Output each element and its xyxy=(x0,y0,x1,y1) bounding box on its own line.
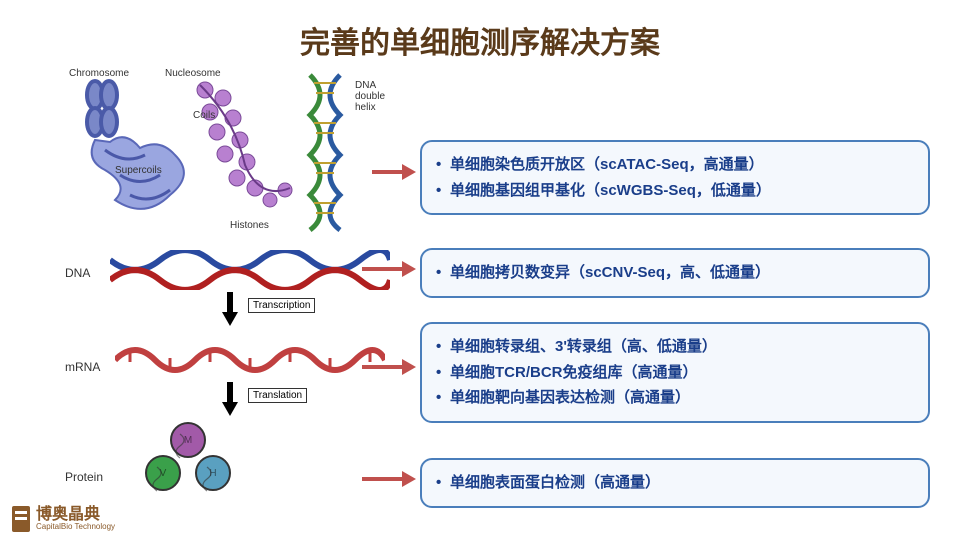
logo-cn: 博奥晶典 xyxy=(36,507,115,523)
info-item: 单细胞表面蛋白检测（高通量） xyxy=(432,470,914,496)
info-item: 单细胞基因组甲基化（scWGBS-Seq，低通量） xyxy=(432,178,914,204)
translation-arrow-stem xyxy=(227,382,233,402)
transcription-box: Transcription xyxy=(248,298,315,313)
label-chromosome: Chromosome xyxy=(69,68,129,79)
info-box-3: 单细胞表面蛋白检测（高通量） xyxy=(420,458,930,508)
label-nucleosome: Nucleosome xyxy=(165,68,221,79)
biology-diagram: Chromosome Nucleosome Supercoils Coils H… xyxy=(30,70,390,520)
logo-text: 博奥晶典 CapitalBio Technology xyxy=(36,507,115,531)
protein-swirls xyxy=(145,422,235,494)
mrna-strand xyxy=(115,340,385,380)
info-box-1: 单细胞拷贝数变异（scCNV-Seq，高、低通量） xyxy=(420,248,930,298)
chromatin-figure: Chromosome Nucleosome Supercoils Coils H… xyxy=(75,70,405,240)
info-item: 单细胞TCR/BCR免疫组库（高通量） xyxy=(432,360,914,386)
label-coils: Coils xyxy=(193,110,215,121)
translation-arrow-head xyxy=(222,402,238,416)
info-box-0: 单细胞染色质开放区（scATAC-Seq，高通量）单细胞基因组甲基化（scWGB… xyxy=(420,140,930,215)
connector-arrow-0 xyxy=(372,170,404,174)
logo-en: CapitalBio Technology xyxy=(36,523,115,531)
info-item: 单细胞靶向基因表达检测（高通量） xyxy=(432,385,914,411)
dna-helix xyxy=(110,250,390,290)
label-protein: Protein xyxy=(65,470,103,484)
logo-mark-icon xyxy=(12,506,30,532)
info-box-2: 单细胞转录组、3'转录组（高、低通量）单细胞TCR/BCR免疫组库（高通量）单细… xyxy=(420,322,930,423)
label-mrna: mRNA xyxy=(65,360,100,374)
content-area: Chromosome Nucleosome Supercoils Coils H… xyxy=(0,70,960,540)
transcription-arrow-head xyxy=(222,312,238,326)
info-item: 单细胞染色质开放区（scATAC-Seq，高通量） xyxy=(432,152,914,178)
label-dna: DNA xyxy=(65,266,90,280)
logo: 博奥晶典 CapitalBio Technology xyxy=(12,506,115,532)
info-item: 单细胞拷贝数变异（scCNV-Seq，高、低通量） xyxy=(432,260,914,286)
label-histones: Histones xyxy=(230,220,269,231)
page-title: 完善的单细胞测序解决方案 xyxy=(0,0,960,62)
connector-arrow-3 xyxy=(362,477,404,481)
info-item: 单细胞转录组、3'转录组（高、低通量） xyxy=(432,334,914,360)
transcription-arrow-stem xyxy=(227,292,233,312)
connector-arrow-2 xyxy=(362,365,404,369)
label-supercoils: Supercoils xyxy=(115,165,162,176)
label-dna-helix: DNA double helix xyxy=(355,80,385,113)
connector-arrow-1 xyxy=(362,267,404,271)
translation-box: Translation xyxy=(248,388,307,403)
